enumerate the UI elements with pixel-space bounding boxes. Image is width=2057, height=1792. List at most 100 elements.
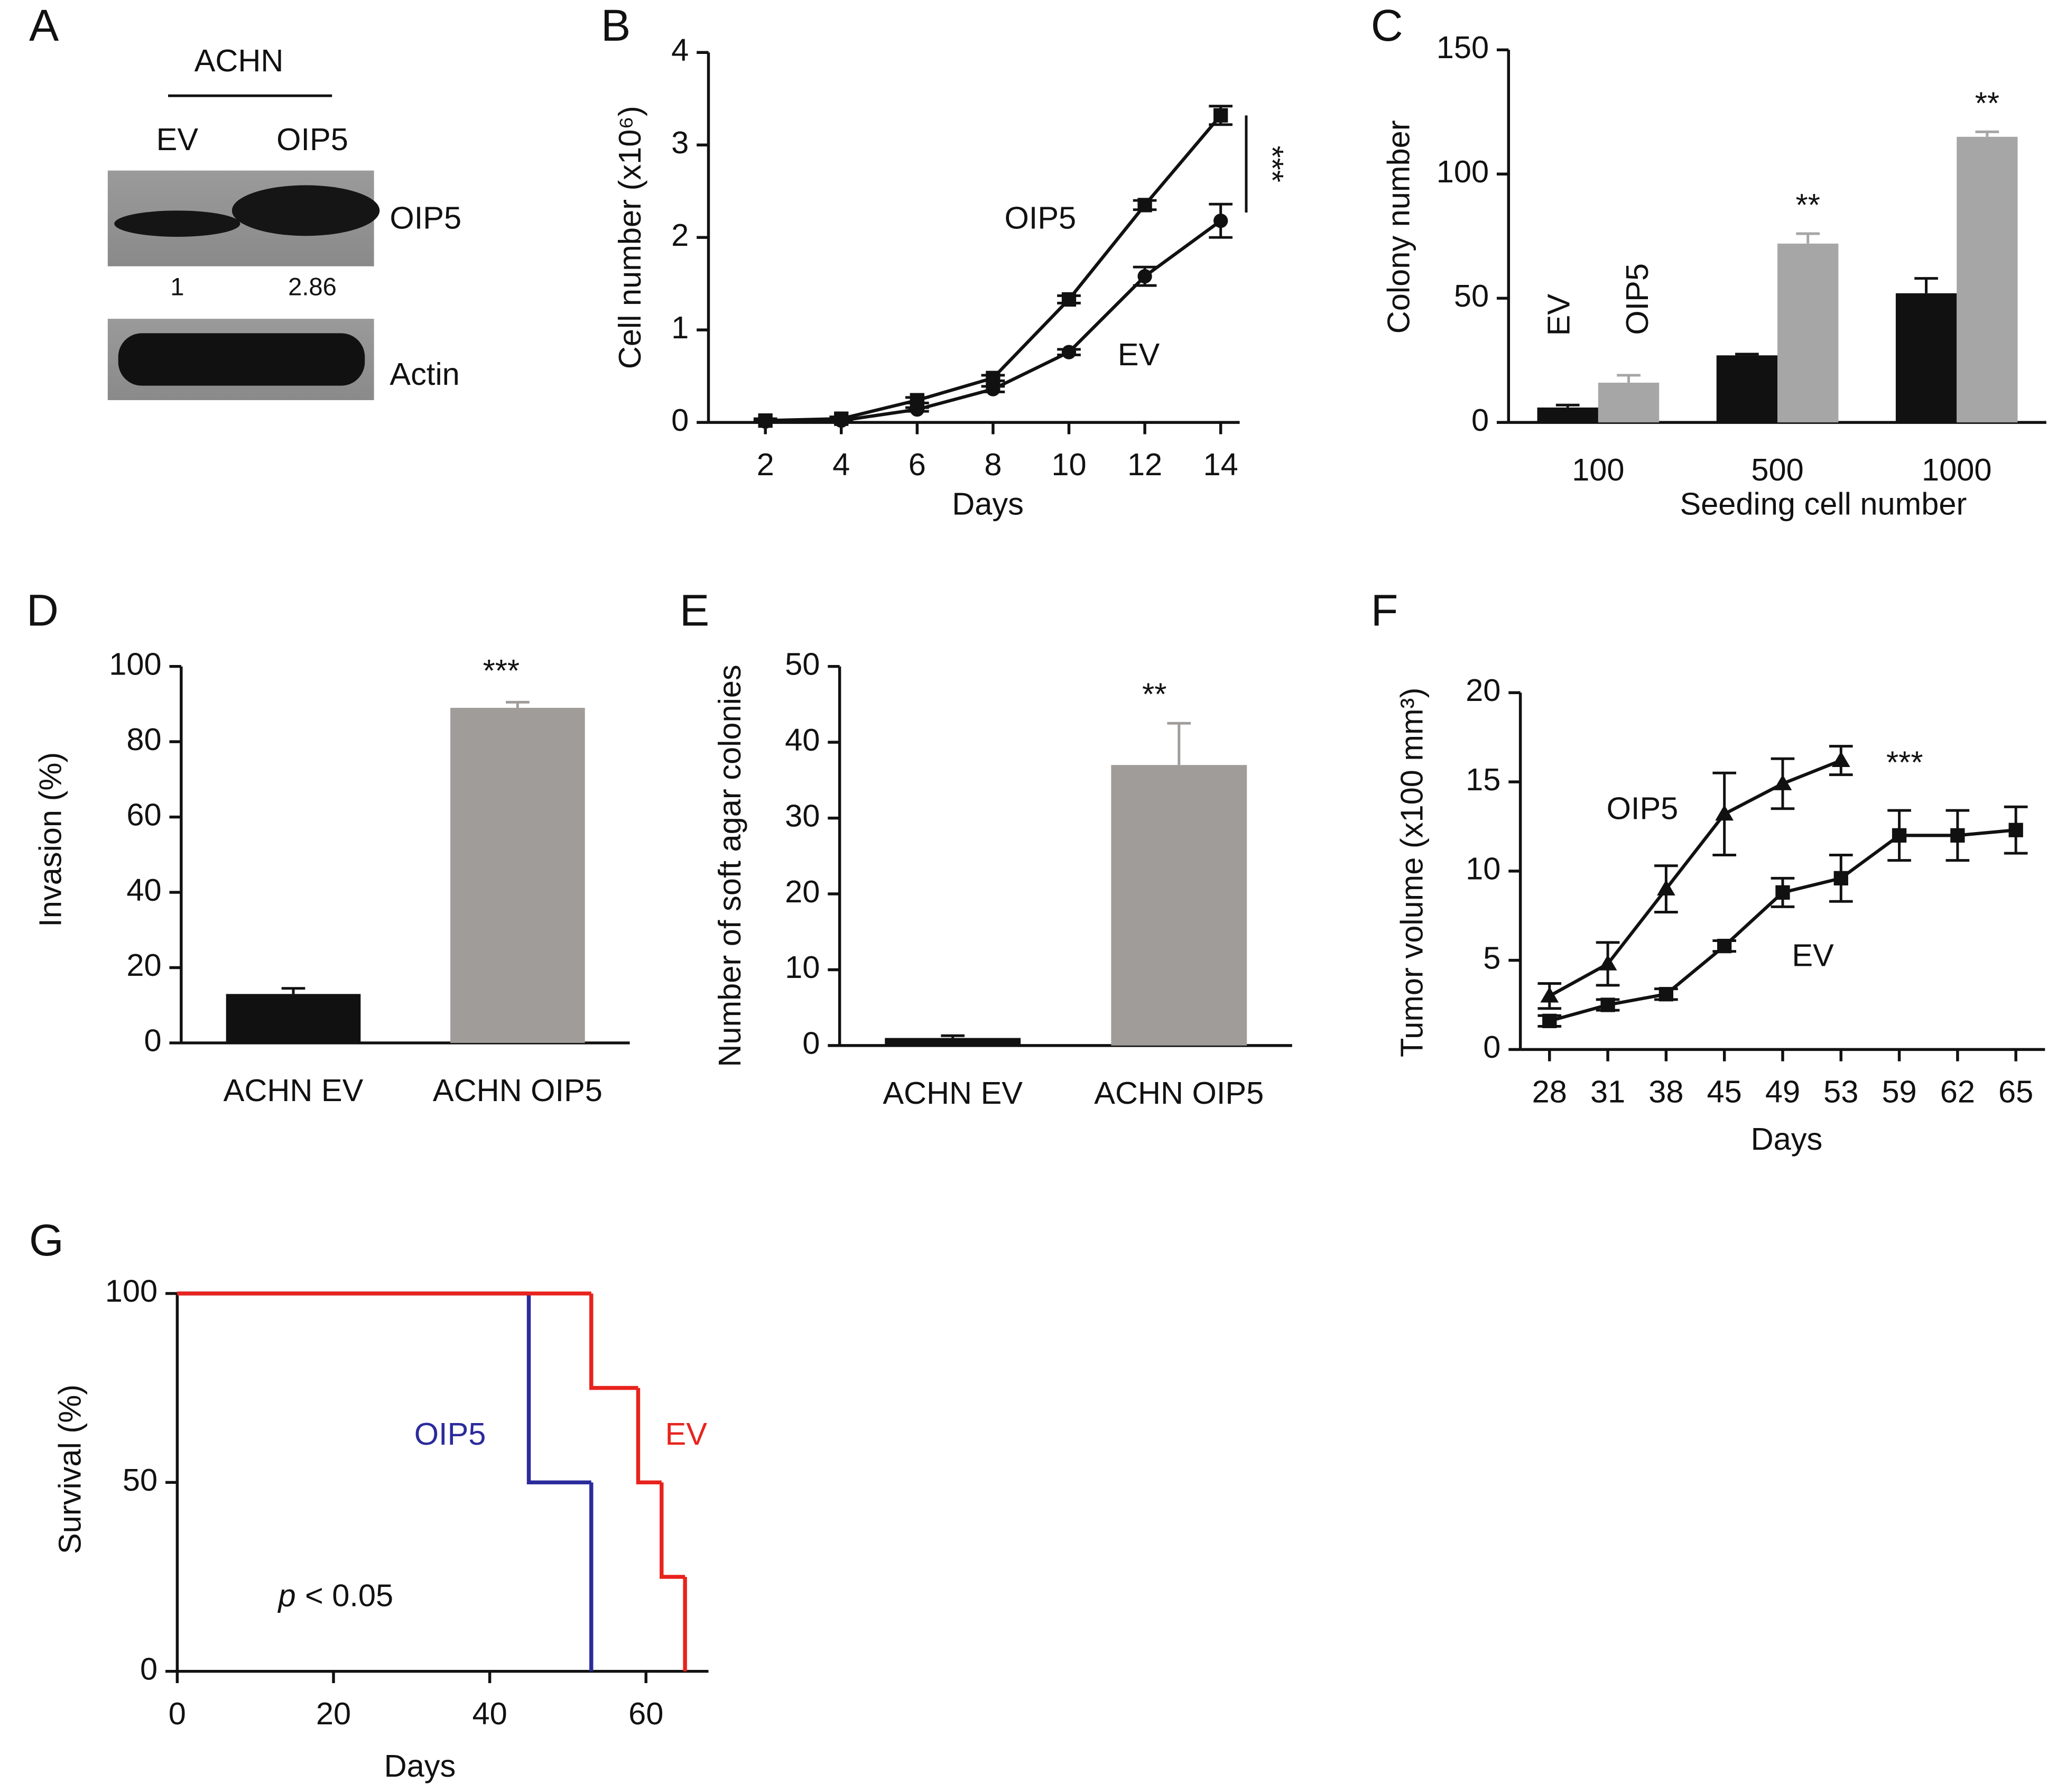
band-label: OIP5 bbox=[390, 200, 461, 236]
point bbox=[1773, 774, 1792, 790]
bar bbox=[1598, 382, 1660, 423]
y-tick-label: 80 bbox=[126, 722, 161, 757]
panel-letter: D bbox=[26, 586, 59, 635]
x-tick-label: 38 bbox=[1648, 1074, 1683, 1109]
bar bbox=[450, 708, 585, 1043]
error-bar bbox=[506, 700, 530, 708]
y-axis-label: Number of soft agar colonies bbox=[712, 664, 747, 1067]
x-tick-label: 4 bbox=[832, 447, 850, 482]
point bbox=[1600, 997, 1615, 1012]
point bbox=[910, 402, 924, 417]
lane-label: EV bbox=[156, 122, 199, 157]
panel-letter: A bbox=[29, 1, 59, 50]
survival-step bbox=[660, 1482, 685, 1579]
y-tick-label: 40 bbox=[126, 872, 161, 908]
point bbox=[834, 413, 849, 428]
y-tick-label: 30 bbox=[785, 798, 820, 833]
panel-letter: G bbox=[29, 1215, 64, 1265]
y-tick-label: 0 bbox=[671, 402, 689, 438]
bar bbox=[1537, 407, 1598, 423]
x-tick-label: 53 bbox=[1823, 1074, 1858, 1109]
p-symbol: p bbox=[277, 1577, 295, 1613]
significance: *** bbox=[1886, 745, 1923, 780]
significance: ** bbox=[1796, 187, 1820, 223]
panel-letter: C bbox=[1371, 1, 1403, 50]
blot-band bbox=[118, 333, 365, 386]
bar bbox=[1111, 765, 1247, 1046]
error-bar bbox=[1975, 130, 1999, 137]
x-tick-label: ACHN OIP5 bbox=[1094, 1075, 1264, 1111]
y-tick-label: 2 bbox=[671, 217, 689, 253]
bar bbox=[226, 994, 361, 1043]
panel-letter: B bbox=[601, 1, 631, 50]
point bbox=[1657, 880, 1675, 896]
y-axis-label: Tumor volume (x100 mm³) bbox=[1394, 688, 1429, 1057]
point bbox=[1213, 214, 1228, 228]
x-tick-label: ACHN EV bbox=[883, 1075, 1023, 1111]
point bbox=[1833, 871, 1848, 885]
error-bar bbox=[1617, 374, 1641, 383]
bar bbox=[1957, 136, 2018, 423]
x-tick-label: ACHN OIP5 bbox=[433, 1073, 603, 1108]
y-tick-label: 20 bbox=[126, 947, 161, 983]
significance: ** bbox=[1975, 85, 1999, 121]
x-tick-label: 60 bbox=[628, 1696, 663, 1731]
y-tick-label: 20 bbox=[785, 874, 820, 909]
point bbox=[1831, 751, 1850, 767]
significance: *** bbox=[1255, 145, 1290, 182]
point bbox=[1658, 987, 1674, 1002]
error-bar bbox=[1735, 353, 1759, 356]
x-tick-label: 45 bbox=[1707, 1074, 1742, 1109]
y-tick-label: 50 bbox=[123, 1462, 157, 1498]
x-tick-label: ACHN EV bbox=[224, 1073, 364, 1108]
survival-step bbox=[636, 1388, 662, 1485]
point bbox=[1061, 345, 1077, 359]
y-axis-label: Colony number bbox=[1381, 120, 1416, 334]
series-label: EV bbox=[1792, 937, 1834, 973]
point bbox=[1775, 885, 1790, 900]
series-line bbox=[1549, 828, 2016, 1023]
legend-label: OIP5 bbox=[1619, 263, 1655, 335]
lane-label: OIP5 bbox=[276, 122, 348, 157]
y-tick-label: 60 bbox=[126, 797, 161, 832]
x-axis-label: Days bbox=[1751, 1121, 1823, 1157]
error-bar bbox=[281, 987, 305, 994]
point bbox=[1137, 198, 1152, 213]
x-tick-label: 49 bbox=[1765, 1074, 1800, 1109]
x-tick-label: 500 bbox=[1751, 452, 1803, 487]
series-label: EV bbox=[665, 1416, 708, 1452]
bar bbox=[1716, 355, 1778, 423]
y-tick-label: 20 bbox=[1466, 672, 1500, 708]
y-tick-label: 0 bbox=[140, 1651, 157, 1686]
y-tick-label: 40 bbox=[785, 722, 820, 758]
y-tick-label: 5 bbox=[1483, 940, 1500, 975]
point bbox=[986, 382, 1000, 396]
band-quant: 1 bbox=[170, 272, 184, 300]
x-tick-label: 12 bbox=[1127, 447, 1162, 482]
legend-label: EV bbox=[1541, 294, 1576, 336]
error-bar bbox=[1555, 403, 1580, 408]
band-label: Actin bbox=[390, 356, 459, 392]
error-bar bbox=[1796, 232, 1820, 244]
p-value: p < 0.05 bbox=[277, 1577, 393, 1613]
point bbox=[1717, 938, 1732, 954]
blot-band bbox=[231, 185, 380, 236]
y-tick-label: 0 bbox=[1471, 402, 1489, 438]
y-tick-label: 3 bbox=[671, 125, 689, 160]
x-axis-label: Days bbox=[952, 486, 1024, 522]
x-tick-label: 8 bbox=[984, 447, 1002, 482]
x-tick-label: 62 bbox=[1940, 1074, 1975, 1109]
x-tick-label: 31 bbox=[1590, 1074, 1625, 1109]
series-label: OIP5 bbox=[414, 1416, 486, 1452]
error-bar bbox=[1914, 277, 1938, 293]
series-line bbox=[1549, 759, 1842, 997]
y-tick-label: 0 bbox=[1483, 1029, 1500, 1065]
panel-letter: F bbox=[1371, 586, 1398, 635]
x-axis-label: Seeding cell number bbox=[1680, 486, 1967, 522]
error-bar bbox=[1167, 722, 1191, 765]
x-tick-label: 100 bbox=[1572, 452, 1624, 487]
point bbox=[2008, 823, 2023, 837]
series-label: OIP5 bbox=[1607, 790, 1679, 826]
error-bar bbox=[941, 1034, 965, 1038]
y-tick-label: 10 bbox=[785, 949, 820, 985]
